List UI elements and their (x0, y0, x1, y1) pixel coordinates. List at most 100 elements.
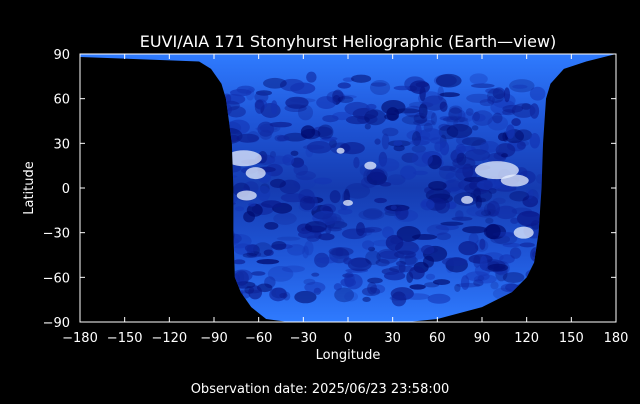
texture-blob (529, 103, 540, 119)
texture-blob (438, 165, 456, 180)
texture-blob (367, 277, 383, 284)
texture-blob (393, 85, 412, 91)
texture-blob (446, 123, 473, 139)
texture-blob (243, 211, 256, 223)
texture-blob (279, 292, 288, 299)
texture-blob (332, 89, 344, 103)
texture-blob (299, 195, 316, 211)
texture-blob (251, 271, 266, 276)
texture-blob (449, 164, 471, 173)
texture-blob (244, 244, 259, 252)
texture-blob (430, 112, 437, 126)
texture-blob (462, 163, 474, 179)
texture-blob (263, 249, 274, 256)
texture-blob (328, 247, 354, 256)
texture-blob (383, 271, 406, 281)
texture-blob (522, 195, 539, 208)
texture-blob (390, 205, 397, 210)
bright-region (245, 167, 266, 180)
texture-blob (236, 85, 255, 94)
bright-region (225, 150, 262, 167)
texture-blob (248, 285, 263, 300)
texture-blob (275, 287, 285, 298)
texture-blob (257, 121, 275, 137)
texture-blob (516, 140, 526, 150)
texture-blob (304, 281, 326, 293)
y-tick-label: 90 (53, 48, 70, 63)
texture-blob (255, 90, 273, 96)
texture-blob (334, 287, 355, 303)
texture-blob (344, 183, 371, 199)
texture-blob (436, 232, 451, 241)
texture-blob (393, 250, 417, 259)
texture-blob (509, 247, 522, 259)
texture-blob (525, 188, 534, 200)
texture-blob (502, 104, 524, 113)
texture-blob (370, 82, 387, 87)
x-tick-label: 150 (559, 331, 584, 346)
texture-blob (455, 135, 471, 145)
texture-blob (480, 209, 492, 217)
texture-blob (412, 170, 428, 176)
texture-blob (505, 124, 515, 139)
texture-blob (269, 287, 287, 302)
bright-region (513, 226, 534, 239)
x-tick-label: 60 (429, 331, 446, 346)
texture-blob (411, 151, 433, 167)
texture-blob (345, 115, 370, 125)
texture-blob (400, 165, 417, 180)
texture-blob (382, 127, 399, 137)
texture-blob (358, 209, 385, 221)
texture-blob (413, 112, 428, 124)
texture-blob (362, 296, 371, 302)
texture-blob (442, 116, 469, 123)
texture-blob (366, 103, 377, 110)
texture-blob (456, 152, 467, 166)
texture-blob (492, 112, 503, 124)
bright-region (236, 190, 257, 201)
texture-blob (332, 111, 352, 121)
texture-blob (446, 115, 459, 127)
texture-blob (291, 157, 305, 168)
texture-blob (236, 133, 259, 143)
texture-blob (293, 163, 308, 176)
bright-region (343, 199, 353, 206)
texture-blob (270, 100, 278, 115)
texture-blob (318, 216, 345, 230)
texture-blob (485, 223, 501, 240)
texture-blob (417, 91, 443, 106)
texture-blob (256, 258, 280, 265)
texture-blob (337, 208, 353, 215)
y-axis: −90 −60 −30 0 30 60 90 (43, 48, 616, 331)
texture-blob (271, 241, 287, 251)
bright-region (461, 195, 474, 204)
texture-blob (263, 77, 287, 89)
texture-blob (432, 279, 451, 285)
texture-blob (353, 156, 360, 169)
bright-region (474, 161, 519, 180)
texture-blob (255, 126, 278, 131)
texture-blob (479, 255, 488, 271)
x-tick-label: 90 (474, 331, 491, 346)
texture-blob (529, 86, 546, 101)
texture-blob (404, 105, 424, 118)
texture-blob (445, 178, 464, 191)
texture-blob (314, 252, 330, 268)
texture-blob (401, 152, 419, 163)
y-tick-label: −90 (43, 316, 70, 331)
texture-blob (479, 238, 486, 250)
texture-blob (477, 275, 485, 281)
texture-blob (388, 265, 415, 273)
texture-blob (259, 123, 281, 133)
texture-blob (306, 141, 332, 154)
texture-blob (254, 99, 268, 110)
texture-blob (438, 166, 457, 171)
texture-blob (445, 172, 457, 183)
texture-blob (509, 190, 530, 202)
texture-blob (419, 128, 442, 141)
texture-blob (303, 144, 325, 150)
texture-blob (234, 206, 244, 212)
texture-blob (321, 136, 338, 141)
texture-blob (475, 209, 500, 218)
texture-blob (313, 177, 333, 185)
